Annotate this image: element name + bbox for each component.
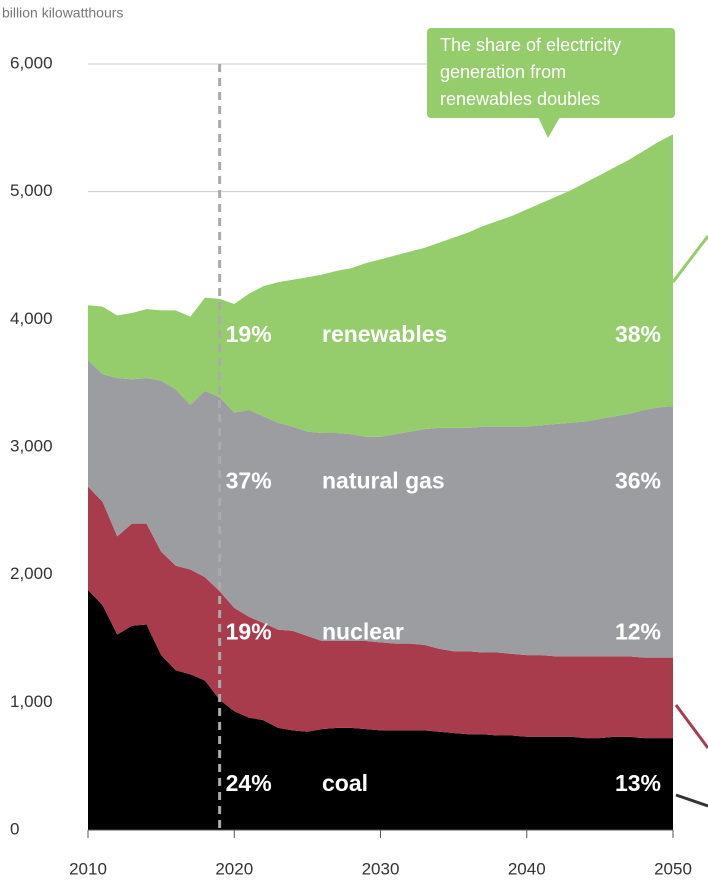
connector	[674, 704, 708, 749]
start-share: 19%	[226, 321, 272, 347]
area	[88, 486, 673, 739]
end-share: 38%	[615, 321, 661, 347]
area	[88, 360, 673, 658]
callout-box	[427, 28, 675, 118]
series-name: natural gas	[322, 467, 445, 493]
callout-text: The share of electricity	[440, 35, 621, 55]
x-tick-label: 2010	[69, 859, 107, 878]
area	[88, 134, 673, 437]
y-tick-label: 0	[10, 819, 19, 838]
connector	[675, 793, 708, 808]
y-tick-label: 2,000	[10, 564, 53, 583]
x-tick-label: 2020	[215, 859, 253, 878]
x-tick-label: 2040	[508, 859, 546, 878]
series-name: coal	[322, 770, 368, 796]
connector	[671, 235, 708, 283]
start-share: 19%	[226, 619, 272, 645]
x-tick-label: 2050	[654, 859, 692, 878]
start-share: 24%	[226, 770, 272, 796]
callout-pointer	[538, 117, 560, 138]
start-share: 37%	[226, 467, 272, 493]
y-axis-label: billion kilowatthours	[2, 5, 123, 21]
area	[88, 589, 673, 830]
end-share: 36%	[615, 467, 661, 493]
callout-text: generation from	[440, 62, 566, 82]
y-tick-label: 3,000	[10, 436, 53, 455]
series-name: nuclear	[322, 619, 404, 645]
callout: The share of electricity generation from r…	[427, 28, 675, 138]
y-tick-label: 6,000	[10, 53, 53, 72]
callout-text: renewables doubles	[440, 89, 600, 109]
y-tick-label: 1,000	[10, 692, 53, 711]
series-name: renewables	[322, 321, 447, 347]
end-share: 12%	[615, 619, 661, 645]
x-tick-label: 2030	[362, 859, 400, 878]
end-share: 13%	[615, 770, 661, 796]
y-tick-label: 5,000	[10, 181, 53, 200]
y-tick-label: 4,000	[10, 309, 53, 328]
